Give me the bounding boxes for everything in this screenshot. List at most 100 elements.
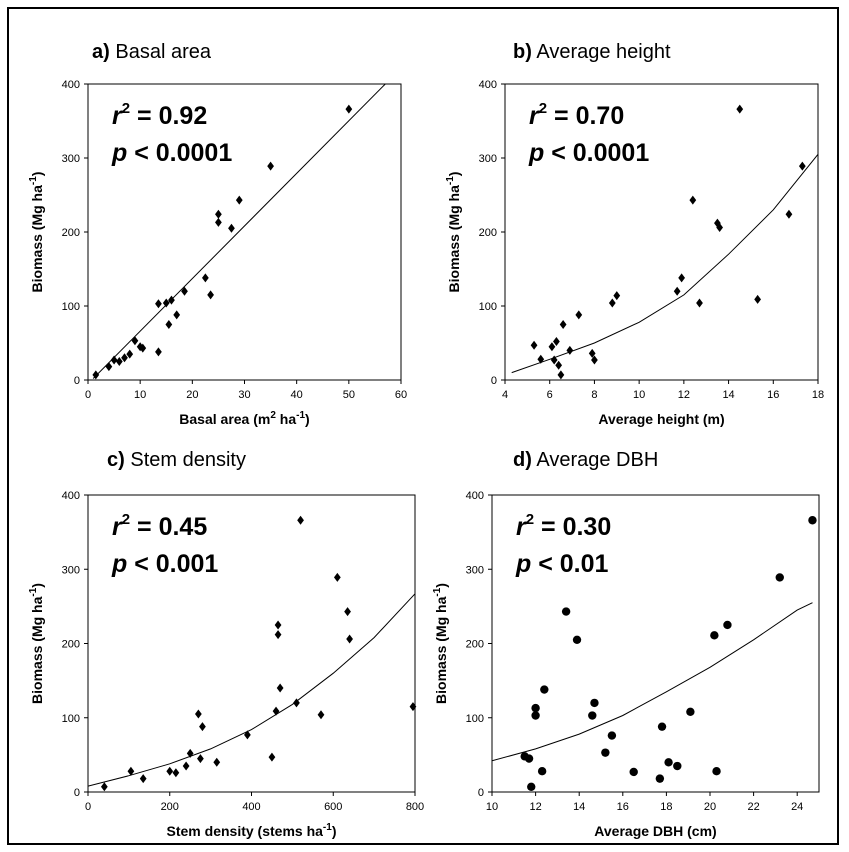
data-point [531,711,539,719]
data-point [155,347,162,356]
data-point [562,607,570,615]
y-tick-label: 100 [62,713,80,725]
x-tick-label: 14 [722,389,734,401]
data-point [197,754,204,763]
data-point [601,748,609,756]
y-tick-label: 0 [74,375,80,387]
y-tick-label: 400 [466,490,484,502]
data-point [575,310,582,319]
data-point [608,731,616,739]
data-point [678,273,685,282]
data-point [213,758,220,767]
panel-title: c) Stem density [107,449,246,471]
y-tick-label: 0 [478,787,484,799]
data-point [297,516,304,525]
x-tick-label: 0 [85,389,91,401]
r-squared-label: r2 = 0.92 [112,100,207,130]
data-point [132,336,139,345]
p-value-label: p < 0.001 [111,550,218,578]
x-tick-label: 20 [186,389,198,401]
data-point [609,299,616,308]
y-tick-label: 400 [62,79,80,91]
x-tick-label: 60 [395,389,407,401]
panel-0: a) Basal area 0 10 20 30 40 50 60 0 100 200 300 400 B… [28,41,407,427]
data-point [525,754,533,762]
p-value-label: p < 0.01 [515,550,609,578]
y-tick-label: 100 [466,713,484,725]
x-tick-label: 18 [812,389,824,401]
x-tick-label: 22 [747,801,759,813]
x-tick-label: 10 [486,801,498,813]
data-point [776,573,784,581]
y-tick-label: 400 [62,490,80,502]
r-squared-label: r2 = 0.45 [112,511,207,541]
data-point [187,749,194,758]
r-squared-label: r2 = 0.30 [516,511,611,541]
x-tick-label: 200 [161,801,179,813]
fit-line [88,594,415,786]
data-point [710,631,718,639]
y-axis-label: Biomass (Mg ha-1) [432,583,449,704]
data-point [334,573,341,582]
y-tick-label: 300 [479,153,497,165]
data-point [207,290,214,299]
x-tick-label: 16 [617,801,629,813]
y-tick-label: 400 [479,79,497,91]
p-value-label: p < 0.0001 [528,139,649,167]
data-point [173,768,180,777]
y-axis-label: Biomass (Mg ha-1) [28,172,45,293]
data-point [155,299,162,308]
data-point [555,361,562,370]
x-tick-label: 14 [573,801,585,813]
data-point [540,685,548,693]
data-point [215,210,222,219]
data-point [558,370,565,379]
y-tick-label: 200 [62,639,80,651]
data-point [573,636,581,644]
x-tick-label: 10 [134,389,146,401]
y-axis-label: Biomass (Mg ha-1) [28,583,45,704]
data-point [105,362,112,371]
data-point [566,346,573,355]
data-point [673,762,681,770]
data-point [736,105,743,114]
x-tick-label: 50 [343,389,355,401]
data-point [244,730,251,739]
x-tick-label: 600 [324,801,342,813]
y-tick-label: 200 [466,639,484,651]
panel-2: c) Stem density 0 200 400 600 800 0 100 200 300 40… [28,449,424,839]
data-point [318,710,325,719]
data-point [199,722,206,731]
data-point [202,273,209,282]
data-point [553,337,560,346]
y-tick-label: 300 [62,564,80,576]
y-tick-label: 0 [74,787,80,799]
y-tick-label: 300 [466,564,484,576]
data-point [588,711,596,719]
r-squared-label: r2 = 0.70 [529,100,624,130]
data-point [165,320,172,329]
data-point [560,320,567,329]
panel-title: d) Average DBH [513,449,658,471]
x-tick-label: 10 [633,389,645,401]
x-tick-label: 4 [502,389,508,401]
data-point [273,707,280,716]
data-point [808,516,816,524]
y-tick-label: 200 [479,227,497,239]
data-point [275,620,282,629]
fit-line [492,603,813,761]
x-tick-label: 30 [238,389,250,401]
data-point [590,699,598,707]
data-point [101,782,108,791]
data-point [656,774,664,782]
data-point [269,753,276,762]
panel-1: b) Average height 4 6 8 10 12 14 16 18 0 100 200 300… [445,41,824,427]
y-tick-label: 100 [479,301,497,313]
data-point [140,774,147,783]
x-tick-label: 400 [242,801,260,813]
x-tick-label: 8 [591,389,597,401]
data-point [531,341,538,350]
data-point [754,295,761,304]
data-point [712,767,720,775]
